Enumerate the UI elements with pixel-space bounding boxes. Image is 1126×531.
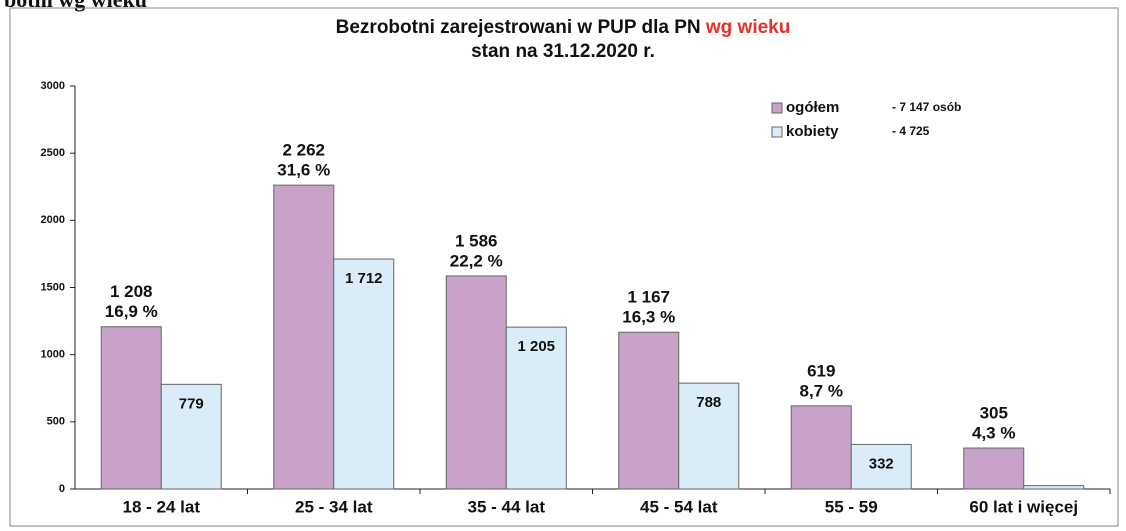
percentage-label: 4,3 % (972, 424, 1015, 443)
value-label: 1 712 (345, 270, 383, 287)
percentage-label: 8,7 % (800, 381, 843, 400)
bar (505, 326, 567, 490)
value-label: 1 208 (110, 282, 153, 301)
bar (963, 447, 1025, 490)
value-label: 1 167 (627, 288, 670, 307)
title-main: Bezrobotni zarejestrowani w PUP dla PN (336, 17, 706, 38)
value-label: 332 (869, 455, 894, 472)
y-tick-label: 1500 (41, 281, 65, 293)
percentage-label: 31,6 % (277, 161, 330, 180)
percentage-label: 22,2 % (450, 251, 503, 270)
bar (273, 184, 335, 490)
bar (160, 383, 222, 490)
x-tick-label: 60 lat i więcej (969, 497, 1078, 516)
bar (790, 405, 852, 490)
legend-swatch (771, 102, 783, 114)
y-tick-label: 3000 (41, 80, 65, 92)
title-highlight: wg wieku (705, 17, 790, 38)
header-fragment: botni wg wieku (4, 0, 147, 12)
x-tick-label: 45 - 54 lat (640, 497, 718, 516)
bar (678, 382, 740, 490)
frame (9, 7, 1119, 527)
value-label: 305 (980, 404, 1008, 423)
bar (100, 326, 162, 490)
legend-note: - 4 725 (892, 124, 930, 138)
y-tick-label: 500 (47, 416, 65, 428)
y-tick-label: 0 (59, 483, 65, 495)
bar (333, 258, 395, 490)
bar (618, 331, 680, 490)
chart-subtitle: stan na 31.12.2020 r. (471, 41, 655, 62)
value-label: 1 586 (455, 231, 498, 250)
x-tick-label: 18 - 24 lat (123, 497, 201, 516)
legend-swatch (771, 126, 783, 138)
y-tick-label: 1000 (41, 349, 65, 361)
legend-label: kobiety (786, 123, 839, 140)
x-tick-label: 55 - 59 (825, 497, 878, 516)
x-tick-label: 25 - 34 lat (295, 497, 373, 516)
value-label: 779 (179, 395, 204, 412)
legend-note: - 7 147 osób (892, 100, 961, 114)
value-label: 2 262 (282, 141, 325, 160)
legend-label: ogółem (786, 99, 839, 116)
value-label: 1 205 (517, 338, 555, 355)
x-tick-label: 35 - 44 lat (468, 497, 546, 516)
chart-title: Bezrobotni zarejestrowani w PUP dla PN w… (336, 17, 791, 38)
percentage-label: 16,9 % (105, 302, 158, 321)
value-label: 788 (696, 394, 721, 411)
bar (850, 443, 912, 490)
y-tick-label: 2000 (41, 214, 65, 226)
y-tick-label: 2500 (41, 147, 65, 159)
value-label: 619 (807, 361, 835, 380)
bar (1023, 485, 1085, 490)
percentage-label: 16,3 % (622, 308, 675, 327)
bar (445, 275, 507, 490)
